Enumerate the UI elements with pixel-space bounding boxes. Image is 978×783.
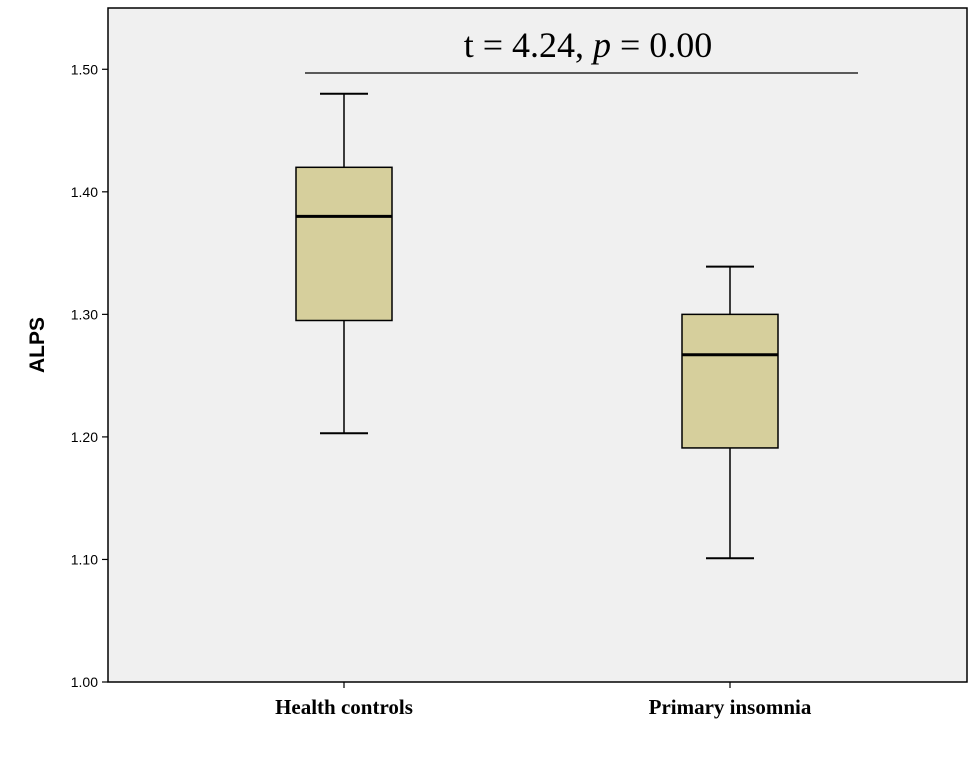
y-tick-label: 1.50: [71, 61, 98, 77]
x-category-label: Health controls: [275, 695, 413, 719]
iqr-box: [295, 166, 393, 322]
y-tick-label: 1.20: [71, 429, 98, 445]
y-tick-label: 1.10: [71, 551, 98, 567]
y-axis-title: ALPS: [26, 317, 49, 373]
annotation-suffix: = 0.00: [611, 25, 712, 65]
annotation-prefix: t = 4.24,: [464, 25, 593, 65]
plot-area: [107, 7, 968, 683]
y-tick-label: 1.00: [71, 674, 98, 690]
x-category-label: Primary insomnia: [649, 695, 812, 719]
annotation-group: t = 4.24, p = 0.00: [305, 25, 858, 74]
boxes: [295, 92, 779, 560]
iqr-box: [681, 313, 779, 449]
y-tick-label: 1.30: [71, 306, 98, 322]
annotation-p-symbol: p: [590, 25, 611, 65]
box-1: [295, 92, 393, 435]
x-axis: Health controls Primary insomnia: [275, 682, 812, 719]
box-2: [681, 265, 779, 560]
significance-annotation: t = 4.24, p = 0.00: [464, 25, 713, 65]
y-tick-label: 1.40: [71, 184, 98, 200]
y-axis: 1.00 1.10 1.20 1.30 1.40 1.50: [71, 61, 108, 690]
